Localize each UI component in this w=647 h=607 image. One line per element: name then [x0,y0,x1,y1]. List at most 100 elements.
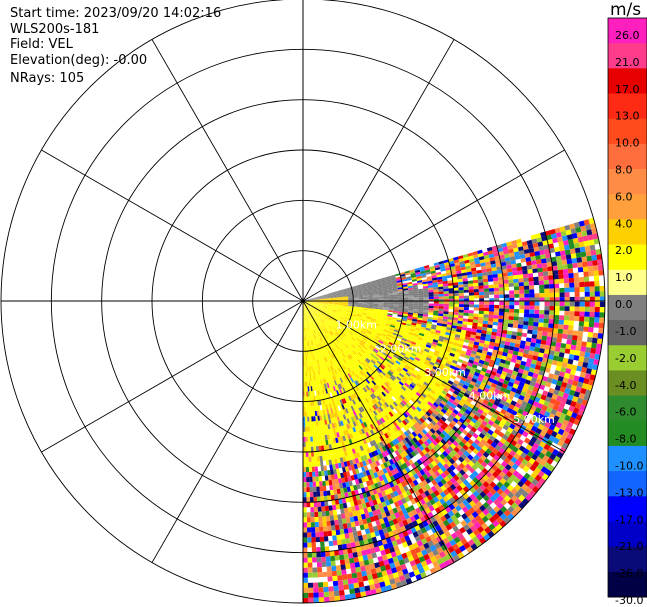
velocity-gate [306,304,311,309]
velocity-gate [400,351,406,357]
velocity-gate [491,352,498,358]
velocity-gate [474,402,481,409]
velocity-gate [362,345,368,351]
velocity-gate [489,374,496,380]
velocity-gate [434,477,441,484]
velocity-gate [536,402,544,410]
velocity-gate [405,448,411,455]
velocity-gate [334,374,339,380]
velocity-gate [437,368,443,373]
velocity-gate [413,301,419,304]
velocity-gate [382,287,388,290]
velocity-gate [448,355,455,360]
velocity-gate [368,407,373,413]
velocity-gate [390,382,396,388]
velocity-gate [412,410,418,417]
velocity-gate [584,352,591,358]
velocity-gate [422,473,429,480]
velocity-gate [513,316,519,321]
velocity-gate [565,383,573,390]
velocity-gate [489,451,496,458]
velocity-gate [354,320,360,323]
velocity-gate [374,390,380,396]
velocity-gate [391,335,397,340]
velocity-gate [452,440,459,447]
velocity-gate [553,242,560,248]
velocity-gate [493,505,501,513]
velocity-gate [539,288,545,294]
velocity-gate [318,332,321,338]
velocity-gate [352,289,358,292]
velocity-gate [418,334,424,339]
velocity-gate [359,350,365,355]
velocity-gate [541,415,549,422]
velocity-gate [518,320,524,325]
velocity-gate [420,357,426,362]
velocity-gate [520,340,526,346]
velocity-gate [321,308,327,312]
velocity-gate [513,415,520,423]
velocity-gate [412,360,419,366]
velocity-gate [471,464,479,471]
velocity-gate [332,305,338,307]
velocity-gate [483,281,489,286]
velocity-gate [393,297,399,300]
velocity-gate [413,293,419,296]
velocity-gate [386,400,392,407]
velocity-gate [468,507,476,515]
velocity-gate [371,285,378,288]
velocity-gate [469,369,476,375]
velocity-gate [503,312,510,317]
velocity-gate [462,429,469,436]
velocity-gate [425,327,431,332]
velocity-gate [358,295,364,298]
velocity-gate [465,476,473,484]
velocity-gate [362,307,369,310]
velocity-gate [317,304,323,307]
velocity-gate [589,281,595,287]
velocity-gate [495,406,503,413]
velocity-gate [504,301,510,306]
velocity-gate [367,308,374,310]
velocity-gate [311,319,315,324]
velocity-gate [393,301,399,303]
velocity-gate [538,245,545,251]
velocity-gate [499,304,505,309]
velocity-gate [396,347,403,352]
velocity-gate [348,331,354,336]
velocity-gate [428,462,435,470]
velocity-gate [366,408,371,415]
velocity-gate [412,314,418,318]
velocity-gate [336,311,342,314]
velocity-gate [378,424,384,431]
velocity-gate [371,341,377,346]
velocity-gate [365,332,371,336]
velocity-gate [467,539,475,547]
velocity-gate [426,494,433,501]
velocity-gate [346,287,352,291]
velocity-gate [332,347,337,353]
velocity-gate [545,340,552,346]
velocity-gate [450,550,458,558]
velocity-gate [349,338,355,343]
velocity-gate [511,370,519,376]
velocity-gate [492,448,499,455]
velocity-gate [321,317,326,322]
velocity-gate [440,268,446,272]
velocity-gate [373,391,378,398]
velocity-gate [482,275,488,280]
velocity-gate [351,399,357,405]
velocity-gate [390,277,397,281]
velocity-gate [361,362,367,367]
velocity-gate [327,318,332,322]
velocity-gate [433,262,440,266]
velocity-gate [386,431,392,438]
velocity-gate [408,333,414,338]
velocity-gate [588,270,594,277]
velocity-gate [446,467,453,474]
velocity-gate [498,315,504,320]
velocity-gate [423,296,429,300]
velocity-gate [414,535,421,543]
velocity-gate [464,368,471,373]
velocity-gate [311,306,316,310]
